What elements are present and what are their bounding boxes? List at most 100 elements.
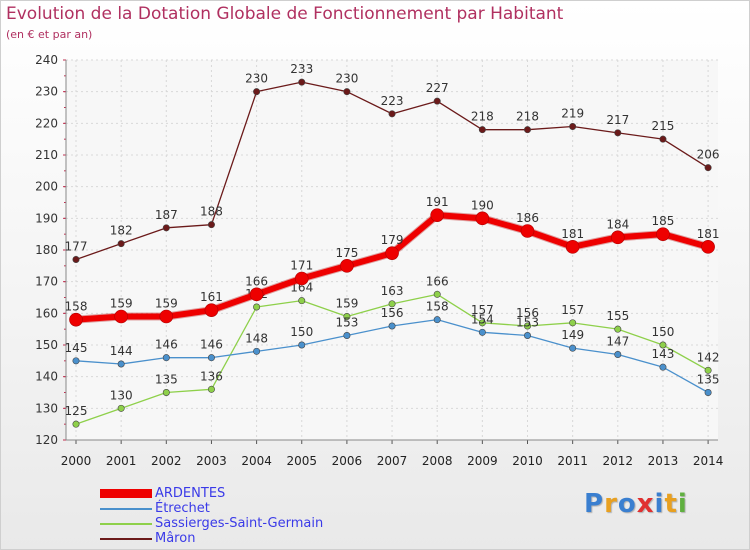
legend-label-maron: Mâron (155, 531, 196, 546)
data-label-etrechet: 135 (697, 373, 720, 387)
data-point-ardentes (520, 224, 535, 238)
data-point-etrechet (343, 331, 351, 339)
y-tick-label: 120 (35, 433, 58, 447)
data-point-etrechet (298, 341, 306, 349)
data-label-ardentes: 191 (426, 195, 449, 209)
data-point-maron (478, 126, 486, 134)
data-point-etrechet (478, 328, 486, 336)
data-point-sassierges-saint-germain (433, 290, 441, 298)
data-point-sassierges-saint-germain (343, 312, 351, 320)
data-label-sassierges-saint-germain: 135 (155, 373, 178, 387)
x-tick-label: 2002 (151, 454, 182, 468)
data-label-maron: 206 (697, 148, 720, 162)
data-label-maron: 187 (155, 208, 178, 222)
data-label-ardentes: 159 (155, 297, 178, 311)
data-label-maron: 177 (65, 240, 88, 254)
x-tick-label: 2011 (557, 454, 588, 468)
y-tick-label: 210 (35, 148, 58, 162)
data-point-maron (433, 97, 441, 105)
data-point-etrechet (388, 322, 396, 330)
legend-swatch-etrechet (100, 507, 152, 510)
data-label-etrechet: 158 (426, 300, 449, 314)
data-point-maron (343, 88, 351, 96)
data-label-ardentes: 175 (335, 246, 358, 260)
data-label-etrechet: 146 (200, 338, 223, 352)
data-label-ardentes: 185 (651, 214, 674, 228)
y-tick-label: 200 (35, 180, 58, 194)
data-point-etrechet (614, 350, 622, 358)
data-point-etrechet (433, 316, 441, 324)
x-tick-label: 2014 (693, 454, 724, 468)
x-tick-label: 2003 (196, 454, 227, 468)
data-label-etrechet: 144 (110, 344, 133, 358)
data-label-etrechet: 153 (516, 316, 539, 330)
legend-swatch-ardentes (100, 489, 152, 498)
data-point-sassierges-saint-germain (207, 385, 215, 393)
x-tick-label: 2004 (241, 454, 272, 468)
data-label-etrechet: 154 (471, 312, 494, 326)
x-tick-label: 2000 (61, 454, 92, 468)
legend-label-ardentes: ARDENTES (155, 486, 226, 501)
data-point-etrechet (162, 354, 170, 362)
data-point-etrechet (72, 357, 80, 365)
x-tick-label: 2001 (106, 454, 137, 468)
data-label-ardentes: 190 (471, 198, 494, 212)
data-point-ardentes (69, 312, 83, 327)
data-point-sassierges-saint-germain (614, 325, 622, 333)
chart-subtitle: (en € et par an) (6, 28, 93, 41)
y-tick-label: 160 (35, 306, 58, 320)
data-point-sassierges-saint-germain (388, 300, 396, 308)
data-label-etrechet: 143 (651, 347, 674, 361)
data-label-sassierges-saint-germain: 159 (335, 297, 358, 311)
data-point-maron (388, 110, 396, 118)
data-point-sassierges-saint-germain (523, 322, 531, 330)
data-label-sassierges-saint-germain: 156 (516, 306, 539, 320)
legend-label-etrechet: Étrechet (155, 501, 210, 516)
data-label-ardentes: 186 (516, 211, 539, 225)
data-label-etrechet: 150 (290, 325, 313, 339)
data-point-ardentes (249, 287, 264, 302)
data-point-sassierges-saint-germain (162, 388, 170, 396)
x-tick-label: 2008 (422, 454, 453, 468)
x-tick-label: 2007 (377, 454, 408, 468)
data-point-ardentes (340, 259, 354, 273)
proxiti-logo: Proxiti (584, 489, 688, 519)
legend-label-sassierges-saint-germain: Sassierges-Saint-Germain (155, 516, 324, 531)
data-label-maron: 219 (561, 107, 584, 121)
data-point-sassierges-saint-germain (117, 404, 125, 412)
data-label-ardentes: 179 (381, 233, 404, 247)
data-label-etrechet: 145 (65, 341, 88, 355)
x-tick-label: 2009 (467, 454, 498, 468)
data-label-maron: 182 (110, 224, 133, 238)
data-label-etrechet: 149 (561, 328, 584, 342)
data-label-maron: 230 (335, 72, 358, 86)
data-point-sassierges-saint-germain (704, 366, 712, 374)
data-label-sassierges-saint-germain: 136 (200, 369, 223, 383)
data-label-sassierges-saint-germain: 142 (697, 350, 720, 364)
data-label-maron: 215 (651, 119, 674, 133)
x-tick-label: 2010 (512, 454, 543, 468)
data-point-etrechet (523, 331, 531, 339)
data-label-sassierges-saint-germain: 166 (426, 274, 449, 288)
data-point-etrechet (704, 388, 712, 396)
x-tick-label: 2012 (603, 454, 634, 468)
data-point-maron (162, 224, 170, 232)
data-point-ardentes (159, 309, 174, 324)
x-tick-label: 2005 (286, 454, 317, 468)
data-point-sassierges-saint-germain (253, 303, 261, 311)
data-point-ardentes (114, 309, 128, 324)
data-point-ardentes (610, 230, 625, 245)
data-point-sassierges-saint-germain (478, 319, 486, 327)
data-label-maron: 218 (516, 110, 539, 124)
data-point-maron (298, 78, 306, 86)
data-label-sassierges-saint-germain: 155 (606, 309, 629, 323)
data-point-etrechet (569, 344, 577, 352)
data-label-ardentes: 158 (65, 300, 88, 314)
y-tick-label: 180 (35, 243, 58, 257)
data-label-sassierges-saint-germain: 163 (381, 284, 404, 298)
data-point-maron (72, 255, 80, 263)
data-label-etrechet: 146 (155, 338, 178, 352)
data-point-sassierges-saint-germain (298, 297, 306, 305)
data-label-etrechet: 156 (381, 306, 404, 320)
